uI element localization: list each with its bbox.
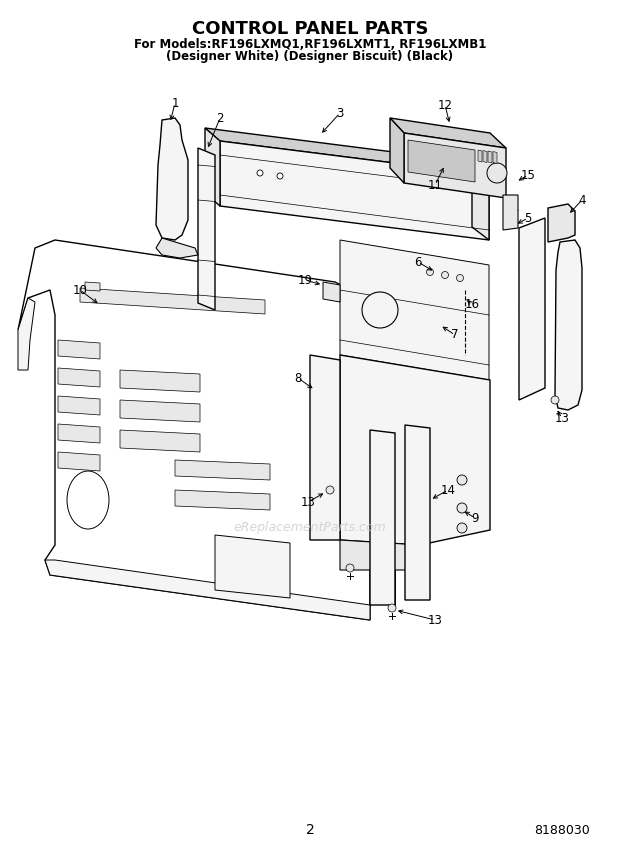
Text: 2: 2 [216, 111, 224, 124]
Text: 4: 4 [578, 193, 586, 206]
Text: 16: 16 [464, 299, 479, 312]
Polygon shape [323, 282, 340, 302]
Polygon shape [205, 128, 489, 175]
Polygon shape [340, 240, 489, 380]
Polygon shape [483, 151, 487, 163]
Polygon shape [390, 118, 404, 183]
Polygon shape [548, 204, 575, 242]
Polygon shape [58, 396, 100, 415]
Polygon shape [472, 162, 489, 240]
Polygon shape [80, 288, 265, 314]
Circle shape [427, 269, 433, 276]
Polygon shape [404, 133, 506, 198]
Polygon shape [519, 218, 545, 400]
Polygon shape [198, 148, 215, 310]
Text: For Models:RF196LXMQ1,RF196LXMT1, RF196LXMB1: For Models:RF196LXMQ1,RF196LXMT1, RF196L… [134, 38, 486, 51]
Text: 14: 14 [440, 484, 456, 496]
Polygon shape [220, 141, 489, 240]
Circle shape [326, 486, 334, 494]
Polygon shape [120, 370, 200, 392]
Text: 8: 8 [294, 372, 302, 384]
Text: 10: 10 [73, 283, 87, 296]
Text: 13: 13 [301, 496, 316, 508]
Circle shape [457, 475, 467, 485]
Text: 8188030: 8188030 [534, 823, 590, 836]
Text: 13: 13 [554, 412, 569, 425]
Circle shape [487, 163, 507, 183]
Polygon shape [175, 490, 270, 510]
Circle shape [277, 173, 283, 179]
Text: 15: 15 [521, 169, 536, 181]
Polygon shape [58, 452, 100, 471]
Text: 2: 2 [306, 823, 314, 837]
Polygon shape [58, 340, 100, 359]
Polygon shape [493, 152, 497, 163]
Text: 1: 1 [171, 97, 179, 110]
Polygon shape [156, 118, 188, 240]
Polygon shape [478, 150, 482, 162]
Text: 11: 11 [428, 179, 443, 192]
Polygon shape [405, 425, 430, 600]
Text: 13: 13 [428, 614, 443, 627]
Polygon shape [370, 430, 395, 605]
Circle shape [388, 604, 396, 612]
Circle shape [257, 170, 263, 176]
Text: 7: 7 [451, 329, 459, 342]
Polygon shape [205, 128, 220, 206]
Circle shape [456, 275, 464, 282]
Text: CONTROL PANEL PARTS: CONTROL PANEL PARTS [192, 20, 428, 38]
Circle shape [362, 292, 398, 328]
Text: 9: 9 [471, 512, 479, 525]
Polygon shape [488, 151, 492, 163]
Polygon shape [555, 240, 582, 410]
Polygon shape [58, 368, 100, 387]
Polygon shape [58, 424, 100, 443]
Polygon shape [18, 240, 370, 620]
Polygon shape [156, 238, 198, 258]
Ellipse shape [67, 471, 109, 529]
Polygon shape [390, 118, 506, 148]
Text: (Designer White) (Designer Biscuit) (Black): (Designer White) (Designer Biscuit) (Bla… [166, 50, 454, 63]
Text: 12: 12 [438, 98, 453, 111]
Polygon shape [340, 540, 420, 570]
Circle shape [457, 503, 467, 513]
Polygon shape [18, 298, 35, 370]
Circle shape [346, 564, 354, 572]
Circle shape [457, 523, 467, 533]
Text: 6: 6 [414, 255, 422, 269]
Circle shape [551, 396, 559, 404]
Polygon shape [120, 400, 200, 422]
Polygon shape [45, 560, 370, 620]
Text: 3: 3 [336, 106, 343, 120]
Text: 5: 5 [525, 211, 532, 224]
Polygon shape [85, 282, 100, 291]
Circle shape [441, 271, 448, 278]
Polygon shape [310, 355, 340, 540]
Polygon shape [215, 535, 290, 598]
Polygon shape [340, 355, 490, 545]
Text: 19: 19 [298, 274, 312, 287]
Polygon shape [175, 460, 270, 480]
Polygon shape [408, 140, 475, 182]
Text: eReplacementParts.com: eReplacementParts.com [234, 521, 386, 534]
Polygon shape [120, 430, 200, 452]
Polygon shape [503, 195, 518, 230]
